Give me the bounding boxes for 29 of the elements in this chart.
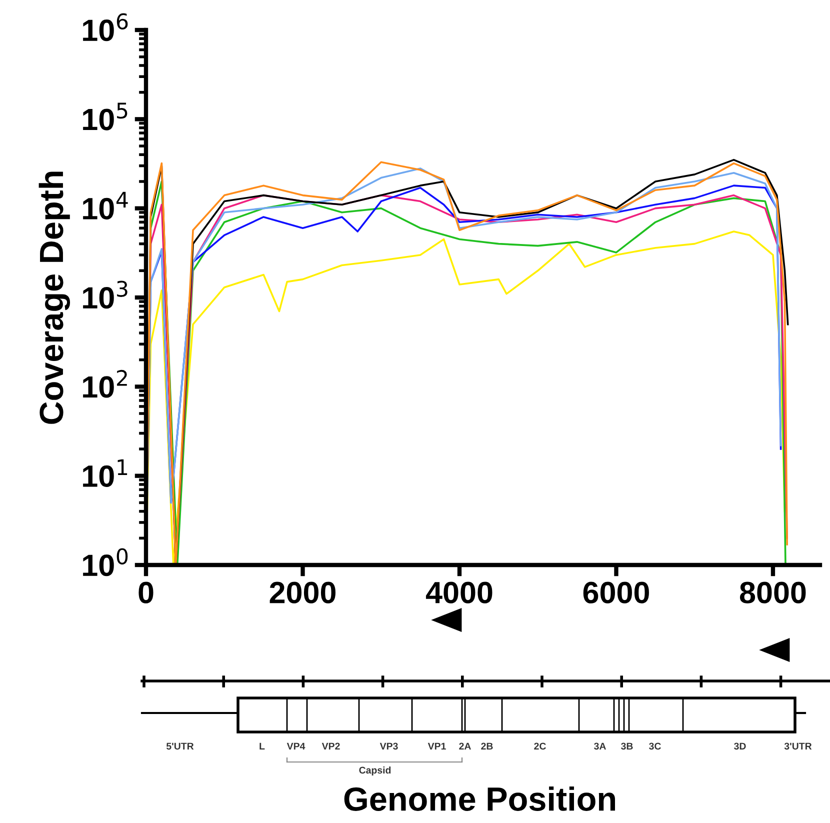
x-tick-label: 6000 — [583, 582, 649, 604]
text: 2A — [459, 742, 471, 750]
text: 2B — [481, 742, 493, 750]
text: Genome Position — [344, 786, 615, 811]
text: VP4 — [286, 742, 306, 750]
x-tick-label: 2000 — [270, 582, 336, 604]
y-tick-label: 10$^{1}$ — [83, 459, 128, 487]
y-tick-label: 10$^{3}$ — [83, 280, 128, 309]
y-tick-label: 10$^{5}$ — [83, 102, 128, 130]
text: Capsid — [359, 766, 391, 776]
y-tick-label: 10$^{2}$ — [83, 370, 127, 398]
x-tick-label: 4000 — [426, 582, 492, 604]
text: 2C — [534, 742, 546, 750]
text: L — [260, 742, 265, 750]
x-tick-label: 8000 — [740, 582, 806, 604]
text: 3A — [594, 742, 606, 750]
text: VP1 — [428, 742, 446, 750]
text: VP2 — [322, 742, 340, 750]
text: 3D — [734, 742, 746, 750]
x-tick-label: 0 — [138, 582, 154, 604]
text: 5'UTR — [166, 742, 194, 750]
text: 3C — [649, 742, 661, 750]
y-tick-label: 10$^{6}$ — [83, 13, 128, 42]
text: 3'UTR — [784, 742, 812, 750]
y-axis-title: Coverage Depth — [38, 172, 70, 424]
text: VP3 — [380, 742, 398, 750]
text: 3B — [621, 742, 633, 750]
y-tick-label: 10$^{4}$ — [83, 192, 128, 220]
y-tick-label: 10$^{0}$ — [83, 548, 128, 576]
